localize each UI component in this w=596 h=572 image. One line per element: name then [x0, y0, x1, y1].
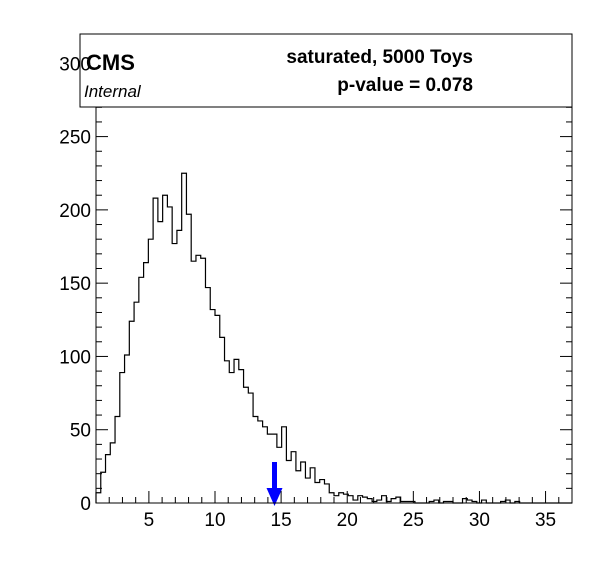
y-tick-label: 100	[59, 347, 91, 368]
x-tick-label: 20	[337, 510, 358, 531]
legend-line-2: p-value = 0.078	[337, 75, 473, 96]
x-tick-label: 10	[204, 510, 225, 531]
legend-frame	[79, 33, 573, 108]
x-tick-label: 25	[403, 510, 424, 531]
x-tick-label: 30	[469, 510, 490, 531]
legend-box: saturated, 5000 Toys p-value = 0.078	[79, 33, 573, 108]
x-tick-label: 35	[535, 510, 556, 531]
y-tick-label: 300	[59, 54, 91, 75]
x-tick-label: 15	[271, 510, 292, 531]
status-label: Internal	[84, 82, 142, 101]
y-tick-label: 150	[59, 274, 91, 295]
y-tick-label: 50	[70, 421, 91, 442]
y-tick-label: 250	[59, 128, 91, 149]
arrow-head	[266, 488, 283, 506]
experiment-label: CMS	[86, 50, 135, 75]
y-tick-labels: 0 50 100 150 200 250 300	[59, 54, 91, 515]
legend-line-1: saturated, 5000 Toys	[286, 47, 473, 68]
observed-value-arrow	[266, 462, 283, 506]
y-tick-label: 200	[59, 201, 91, 222]
histogram-layer	[95, 172, 572, 504]
x-tick-label: 5	[144, 510, 155, 531]
histogram-outline	[95, 172, 572, 504]
y-tick-label: 0	[80, 494, 91, 515]
